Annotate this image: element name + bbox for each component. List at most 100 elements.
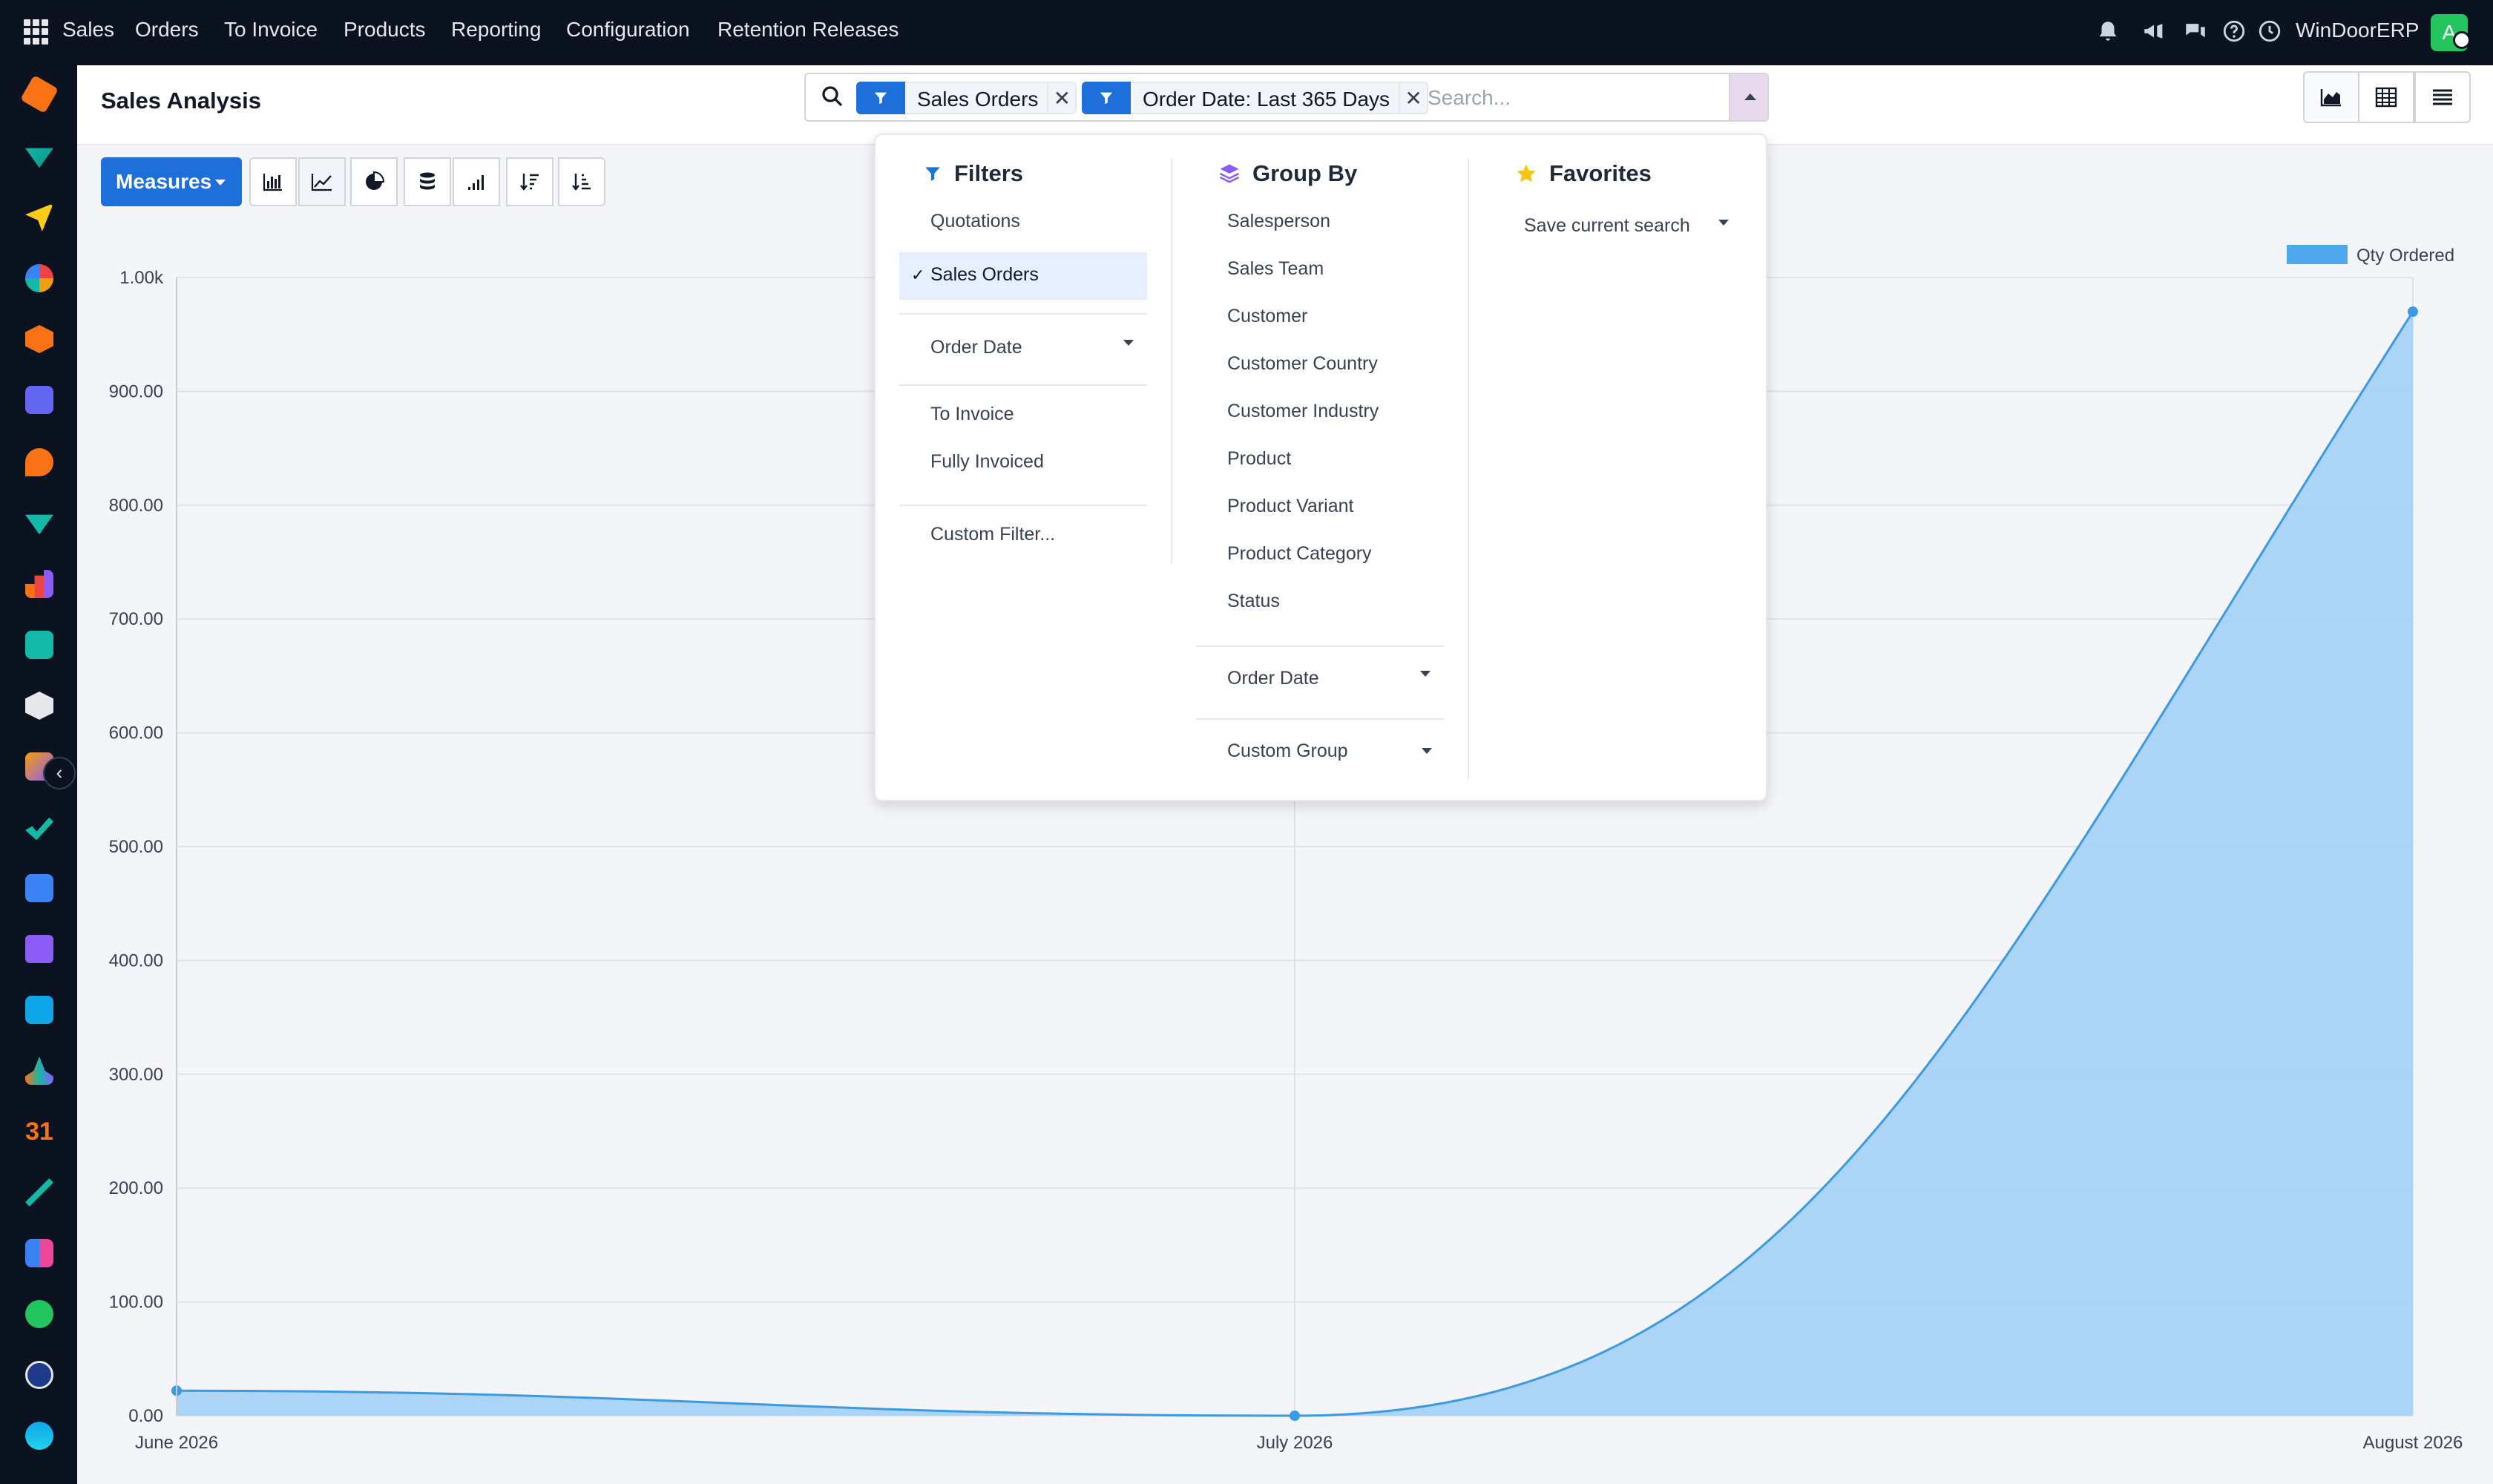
line-chart-icon [311,174,332,191]
filters-title: Filters [954,160,1024,186]
custom-group-caret-icon[interactable] [1422,748,1432,754]
app-products-icon[interactable] [25,692,53,720]
groupby-customer-industry[interactable]: Customer Industry [1227,401,1379,421]
app-calendar-icon[interactable]: 31 [25,1117,53,1146]
y-tick-label: 300.00 [109,1065,163,1085]
sort-descending-button[interactable] [506,157,554,206]
app-reporting-icon[interactable] [25,570,53,598]
app-name-sales[interactable]: Sales [62,18,115,41]
apps-menu-icon[interactable] [24,19,49,45]
groupby-product-category[interactable]: Product Category [1227,543,1372,564]
filter-sales-orders[interactable]: ✓ Sales Orders [899,252,1147,300]
stacked-button[interactable] [404,157,451,206]
groupby-sales-team[interactable]: Sales Team [1227,258,1324,279]
cumulative-button[interactable] [453,157,500,206]
app-mail-icon[interactable] [25,386,53,414]
pie-chart-button[interactable] [350,157,398,206]
company-switcher[interactable]: WinDoorERP [2296,19,2420,42]
legend-swatch [2287,245,2348,264]
help-icon[interactable] [2221,19,2247,44]
y-tick-label: 900.00 [109,381,163,401]
sort-descending-icon [520,174,539,191]
app-project-icon[interactable] [25,817,53,841]
divider [899,313,1147,315]
toggle-search-panel-caret-icon[interactable] [1729,74,1767,120]
app-manufacturing-icon[interactable] [25,325,53,353]
app-crm-icon[interactable] [25,514,53,535]
filters-header: Filters [923,160,1023,187]
remove-facet-close-icon[interactable]: ✕ [1400,82,1429,114]
app-dashboard-icon[interactable] [25,264,53,292]
divider [1196,646,1444,647]
chat-icon[interactable] [2183,19,2208,44]
app-events-icon[interactable] [25,1422,53,1450]
sidebar-collapse-chevron-icon[interactable]: ‹ [43,757,76,789]
clock-icon[interactable] [2257,19,2282,44]
groupby-salesperson[interactable]: Salesperson [1227,211,1330,232]
menu-configuration[interactable]: Configuration [566,18,690,41]
line-chart-button[interactable] [298,157,346,206]
layers-icon [1219,164,1240,183]
top-navbar: Sales Orders To Invoice Products Reporti… [0,0,2493,65]
filter-order-date[interactable]: Order Date [930,337,1022,358]
groupby-product-variant[interactable]: Product Variant [1227,496,1354,516]
remove-facet-close-icon[interactable]: ✕ [1048,82,1077,114]
filter-sales-orders-label: Sales Orders [930,264,1039,285]
filter-to-invoice[interactable]: To Invoice [930,404,1014,424]
groupby-order-date[interactable]: Order Date [1227,668,1319,689]
sort-ascending-icon [572,174,591,191]
groupby-order-date-caret-icon[interactable] [1420,671,1431,677]
megaphone-icon[interactable] [2141,19,2167,44]
bell-icon[interactable] [2095,19,2121,44]
app-invoicing-icon[interactable] [25,996,53,1024]
menu-retention-releases[interactable]: Retention Releases [717,18,899,41]
custom-filter-link[interactable]: Custom Filter... [930,524,1056,545]
app-sales-icon[interactable] [25,148,53,168]
search-icon[interactable] [819,83,846,110]
list-view-button[interactable] [2414,71,2471,123]
x-tick-label: August 2026 [2363,1433,2463,1453]
sort-ascending-button[interactable] [558,157,605,206]
save-current-search[interactable]: Save current search [1524,215,1690,236]
groupby-product[interactable]: Product [1227,448,1292,469]
y-tick-label: 700.00 [109,609,163,629]
y-tick-label: 200.00 [109,1178,163,1198]
group-by-header: Group By [1218,160,1357,187]
app-email-icon[interactable] [25,203,53,232]
app-inventory-icon[interactable] [20,75,59,114]
stacked-database-icon [420,172,435,190]
area-chart-svg: 0.00 100.00 200.00 300.00 400.00 500.00 600.00… [109,245,2463,1453]
save-search-caret-icon[interactable] [1718,220,1729,226]
menu-products[interactable]: Products [344,18,426,41]
favorites-header: Favorites [1515,160,1652,187]
x-tick-label: June 2026 [135,1433,218,1453]
app-sign-icon[interactable] [25,1178,53,1206]
bar-chart-button[interactable] [249,157,297,206]
app-employees-icon[interactable] [25,1057,53,1085]
search-input[interactable] [1428,82,1695,114]
groupby-customer[interactable]: Customer [1227,306,1308,326]
presence-status-dot [2453,31,2471,49]
groupby-status[interactable]: Status [1227,591,1280,611]
app-contacts-icon[interactable] [25,631,53,659]
measures-dropdown-button[interactable]: Measures [101,157,242,206]
graph-view-button[interactable] [2303,71,2359,123]
filter-quotations[interactable]: Quotations [930,211,1020,232]
app-timer-icon[interactable] [25,1361,53,1389]
app-whatsapp-icon[interactable] [25,1300,53,1328]
search-bar[interactable]: Sales Orders ✕ Order Date: Last 365 Days… [804,73,1769,122]
app-knowledge-icon[interactable] [25,874,53,902]
app-repair-icon[interactable] [25,935,53,963]
custom-group-select[interactable]: Custom Group [1227,741,1348,761]
menu-reporting[interactable]: Reporting [451,18,542,41]
pivot-view-button[interactable] [2358,71,2414,123]
app-planning-icon[interactable] [25,1239,53,1267]
order-date-caret-icon[interactable] [1123,340,1134,346]
graph-chart: 0.00 100.00 200.00 300.00 400.00 500.00 600.00… [77,215,2493,1484]
app-discuss-icon[interactable] [25,448,53,476]
groupby-customer-country[interactable]: Customer Country [1227,353,1378,374]
divider [899,505,1147,506]
filter-fully-invoiced[interactable]: Fully Invoiced [930,451,1044,472]
menu-orders[interactable]: Orders [135,18,199,41]
menu-to-invoice[interactable]: To Invoice [224,18,318,41]
